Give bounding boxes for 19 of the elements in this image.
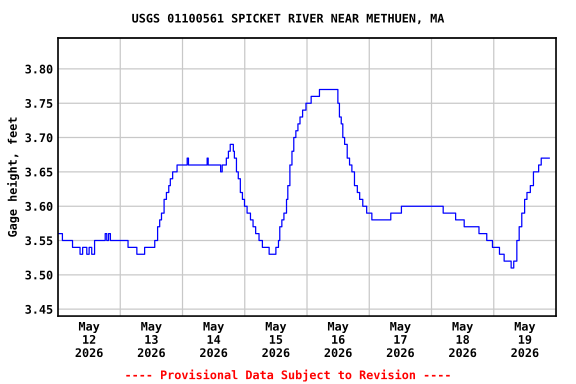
x-tick-label: May 12 2026 [76,322,103,358]
y-tick-label: 3.55 [25,236,52,246]
x-tick-label: May 16 2026 [324,322,352,358]
y-tick-label: 3.60 [25,202,52,211]
x-tick-label: May 19 2026 [511,322,538,358]
x-tick-label: May 13 2026 [138,322,165,358]
y-tick-label: 3.80 [25,64,52,74]
y-tick-label: 3.75 [25,98,52,108]
x-tick-label: May 18 2026 [449,322,476,358]
x-tick-label: May 14 2026 [200,322,228,358]
text: ---- Provisional Data Subject to Revision ---- [126,370,450,382]
y-tick-label: 3.70 [25,133,52,142]
y-axis-title: Gage height, feet [7,118,20,237]
y-tick-label: 3.50 [25,270,52,280]
chart-title: USGS 01100561 SPICKET RIVER NEAR METHUEN, MA [132,14,444,24]
x-tick-label: May 17 2026 [386,322,414,358]
y-tick-label: 3.65 [25,168,52,177]
y-tick-label: 3.45 [25,304,52,314]
x-tick-label: May 15 2026 [262,322,290,358]
